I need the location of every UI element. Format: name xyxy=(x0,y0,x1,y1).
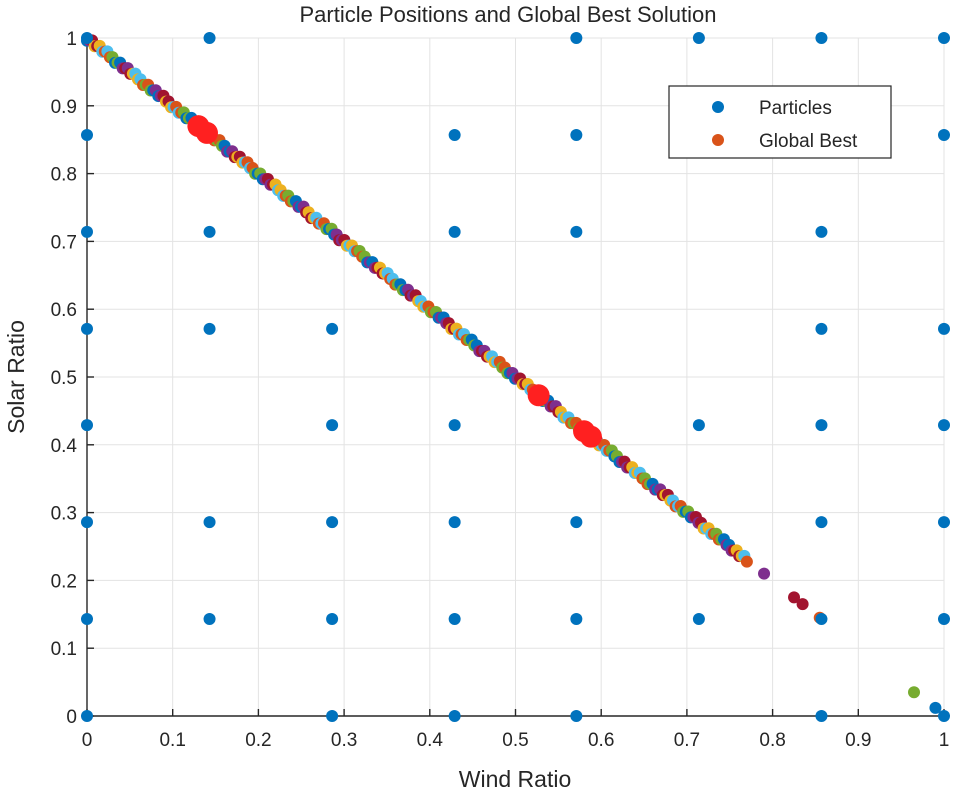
tick-labels: 0 0.1 0.2 0.3 0.4 0.5 0.6 0.7 0.8 0.9 1 0 0.1 0.2 0.3 0… xyxy=(51,29,950,751)
x-tick-label: 0.6 xyxy=(588,730,614,751)
particle-point xyxy=(570,225,583,238)
trajectory-point xyxy=(740,555,753,568)
particle-point xyxy=(692,419,705,432)
x-tick-label: 0.7 xyxy=(674,730,700,751)
outlier-point xyxy=(758,567,771,580)
y-tick-label: 0.3 xyxy=(51,504,77,525)
particle-point xyxy=(81,419,93,432)
particle-point xyxy=(938,419,950,432)
y-axis-title: Solar Ratio xyxy=(3,320,29,434)
particle-point xyxy=(448,225,461,238)
outlier-point xyxy=(908,686,921,699)
particle-point xyxy=(448,128,461,141)
y-tick-label: 0.7 xyxy=(51,232,77,253)
particle-point xyxy=(326,419,339,432)
particle-point xyxy=(448,516,461,529)
particle-point xyxy=(326,710,339,722)
y-tick-label: 0.2 xyxy=(51,571,77,592)
y-tick-label: 0.9 xyxy=(51,97,77,118)
x-tick-label: 0.1 xyxy=(159,730,185,751)
y-tick-label: 0 xyxy=(66,707,77,728)
particle-point xyxy=(938,32,950,44)
particle-point xyxy=(448,710,461,722)
x-tick-label: 0.3 xyxy=(331,730,357,751)
global-best-point xyxy=(195,121,218,144)
y-tick-label: 0.4 xyxy=(51,436,78,457)
particle-point xyxy=(815,32,828,44)
x-tick-label: 0.9 xyxy=(845,730,871,751)
particle-point xyxy=(938,516,950,529)
global-best-point xyxy=(579,425,602,448)
particle-point xyxy=(570,32,583,44)
legend: Particles Global Best xyxy=(668,85,892,159)
y-tick-label: 1 xyxy=(66,29,77,50)
x-axis-title: Wind Ratio xyxy=(459,766,571,792)
legend-label-global-best: Global Best xyxy=(759,131,858,152)
chart-title: Particle Positions and Global Best Solut… xyxy=(299,2,716,27)
particle-point xyxy=(570,128,583,141)
particle-point xyxy=(203,322,216,335)
particle-point xyxy=(81,516,93,529)
legend-label-particles: Particles xyxy=(759,98,832,119)
particle-point xyxy=(81,32,93,44)
particle-point xyxy=(815,613,828,626)
y-tick-label: 0.1 xyxy=(51,639,77,660)
particle-point xyxy=(326,613,339,626)
particle-point xyxy=(570,710,583,722)
x-tick-label: 0.5 xyxy=(502,730,528,751)
particle-point xyxy=(81,225,93,238)
particle-point xyxy=(326,516,339,529)
x-tick-label: 0.8 xyxy=(759,730,785,751)
particle-point xyxy=(81,710,93,722)
particle-point xyxy=(815,322,828,335)
particle-point xyxy=(81,613,93,626)
particle-point xyxy=(448,419,461,432)
y-tick-label: 0.6 xyxy=(51,300,77,321)
particle-point xyxy=(203,613,216,626)
x-tick-label: 0 xyxy=(82,730,93,751)
particle-point xyxy=(326,322,339,335)
particle-point xyxy=(448,613,461,626)
particle-point xyxy=(938,613,950,626)
particle-point xyxy=(570,516,583,529)
data-points xyxy=(81,32,950,722)
particle-point xyxy=(570,613,583,626)
global-best-point xyxy=(527,384,550,407)
particle-point xyxy=(81,128,93,141)
particle-point xyxy=(938,128,950,141)
legend-box xyxy=(668,85,892,159)
x-tick-label: 0.4 xyxy=(417,730,444,751)
particle-point xyxy=(938,710,950,722)
particle-point xyxy=(692,613,705,626)
particle-point xyxy=(815,710,828,722)
x-tick-label: 0.2 xyxy=(245,730,271,751)
particle-point xyxy=(815,419,828,432)
particle-point xyxy=(203,32,216,44)
particle-point xyxy=(815,516,828,529)
particle-point xyxy=(938,322,950,335)
outlier-point xyxy=(788,591,801,604)
particle-point xyxy=(929,701,942,714)
legend-marker-particles xyxy=(712,101,724,113)
particle-point xyxy=(815,225,828,238)
y-tick-label: 0.5 xyxy=(51,368,77,389)
particle-point xyxy=(81,322,93,335)
particle-point xyxy=(692,32,705,44)
y-tick-label: 0.8 xyxy=(51,165,77,186)
particle-point xyxy=(203,516,216,529)
particle-point xyxy=(203,225,216,238)
outlier-point xyxy=(796,598,809,611)
legend-marker-global-best xyxy=(712,134,724,146)
x-tick-label: 1 xyxy=(939,730,950,751)
